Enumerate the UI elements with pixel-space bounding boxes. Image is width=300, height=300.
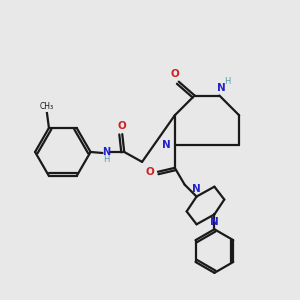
Text: H: H [103,155,110,164]
Text: N: N [192,184,201,194]
Text: O: O [146,167,154,177]
Text: H: H [224,77,230,86]
Text: N: N [210,217,219,227]
Text: CH₃: CH₃ [40,102,54,111]
Text: N: N [102,147,110,157]
Text: N: N [163,140,171,150]
Text: O: O [170,69,179,79]
Text: N: N [217,82,226,93]
Text: O: O [118,121,127,131]
